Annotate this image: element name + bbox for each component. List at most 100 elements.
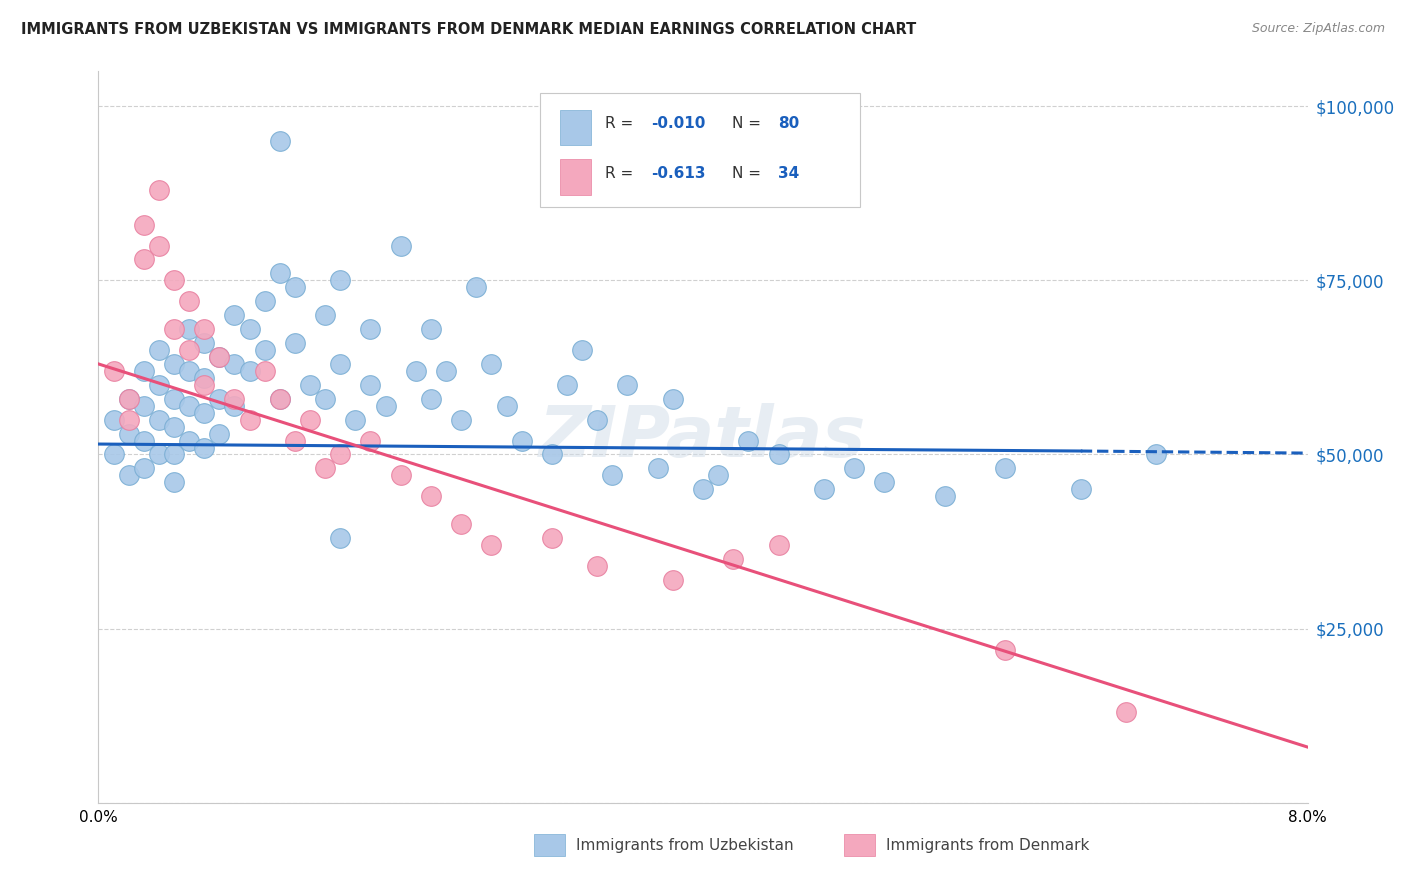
Point: [193, 322, 215, 336]
Point: [132, 461, 155, 475]
Point: [586, 412, 609, 426]
Point: [269, 392, 291, 406]
Point: [360, 434, 382, 448]
Point: [193, 441, 215, 455]
Text: IMMIGRANTS FROM UZBEKISTAN VS IMMIGRANTS FROM DENMARK MEDIAN EARNINGS CORRELATIO: IMMIGRANTS FROM UZBEKISTAN VS IMMIGRANTS…: [21, 22, 917, 37]
Point: [132, 252, 155, 267]
Point: [299, 377, 322, 392]
Point: [450, 412, 472, 426]
Point: [360, 322, 382, 336]
Point: [284, 336, 307, 351]
Point: [269, 134, 291, 148]
Point: [132, 364, 155, 378]
Point: [314, 392, 336, 406]
Point: [269, 266, 291, 280]
Point: [103, 448, 125, 462]
Point: [239, 412, 262, 426]
Text: Source: ZipAtlas.com: Source: ZipAtlas.com: [1251, 22, 1385, 36]
Point: [586, 558, 609, 573]
Point: [224, 357, 246, 371]
Point: [723, 552, 745, 566]
Point: [148, 412, 170, 426]
Text: N =: N =: [733, 116, 766, 131]
Point: [389, 468, 412, 483]
Point: [616, 377, 638, 392]
Point: [179, 434, 201, 448]
Point: [163, 273, 186, 287]
Point: [389, 238, 412, 252]
Point: [1115, 705, 1137, 719]
Point: [344, 412, 367, 426]
Point: [768, 538, 790, 552]
Point: [148, 343, 170, 357]
Point: [360, 377, 382, 392]
Point: [193, 377, 215, 392]
Point: [495, 399, 517, 413]
Text: R =: R =: [605, 166, 638, 181]
Point: [118, 412, 141, 426]
Point: [555, 377, 578, 392]
Point: [420, 392, 443, 406]
Point: [647, 461, 669, 475]
Point: [329, 448, 352, 462]
Point: [299, 412, 322, 426]
Text: ZIPatlas: ZIPatlas: [540, 402, 866, 472]
Point: [179, 364, 201, 378]
Point: [118, 426, 141, 441]
Point: [813, 483, 835, 497]
Point: [434, 364, 457, 378]
Point: [934, 489, 956, 503]
Point: [1146, 448, 1168, 462]
Point: [163, 419, 186, 434]
Point: [224, 392, 246, 406]
Point: [284, 280, 307, 294]
Point: [329, 357, 352, 371]
Point: [132, 399, 155, 413]
Text: Immigrants from Denmark: Immigrants from Denmark: [886, 838, 1090, 853]
Point: [224, 308, 246, 322]
Point: [450, 517, 472, 532]
Point: [510, 434, 533, 448]
Text: R =: R =: [605, 116, 638, 131]
Point: [269, 392, 291, 406]
Point: [118, 392, 141, 406]
FancyBboxPatch shape: [561, 160, 591, 194]
Point: [1070, 483, 1092, 497]
Point: [481, 357, 503, 371]
Point: [132, 434, 155, 448]
Point: [481, 538, 503, 552]
Point: [193, 406, 215, 420]
Point: [103, 364, 125, 378]
Text: N =: N =: [733, 166, 766, 181]
Text: -0.010: -0.010: [651, 116, 706, 131]
Text: 80: 80: [778, 116, 799, 131]
Point: [208, 392, 231, 406]
Point: [465, 280, 488, 294]
Point: [994, 642, 1017, 657]
Point: [873, 475, 896, 490]
Text: Immigrants from Uzbekistan: Immigrants from Uzbekistan: [576, 838, 794, 853]
Point: [420, 322, 443, 336]
Point: [163, 475, 186, 490]
Point: [193, 336, 215, 351]
Point: [314, 308, 336, 322]
Point: [239, 364, 262, 378]
Point: [163, 357, 186, 371]
Point: [163, 322, 186, 336]
FancyBboxPatch shape: [561, 110, 591, 145]
Point: [329, 531, 352, 545]
Point: [148, 183, 170, 197]
Point: [768, 448, 790, 462]
Text: 34: 34: [778, 166, 799, 181]
Point: [103, 412, 125, 426]
Point: [374, 399, 396, 413]
Point: [737, 434, 759, 448]
Point: [193, 371, 215, 385]
Point: [118, 468, 141, 483]
Point: [163, 392, 186, 406]
Point: [420, 489, 443, 503]
Point: [329, 273, 352, 287]
Point: [179, 343, 201, 357]
Point: [405, 364, 427, 378]
Point: [540, 448, 562, 462]
